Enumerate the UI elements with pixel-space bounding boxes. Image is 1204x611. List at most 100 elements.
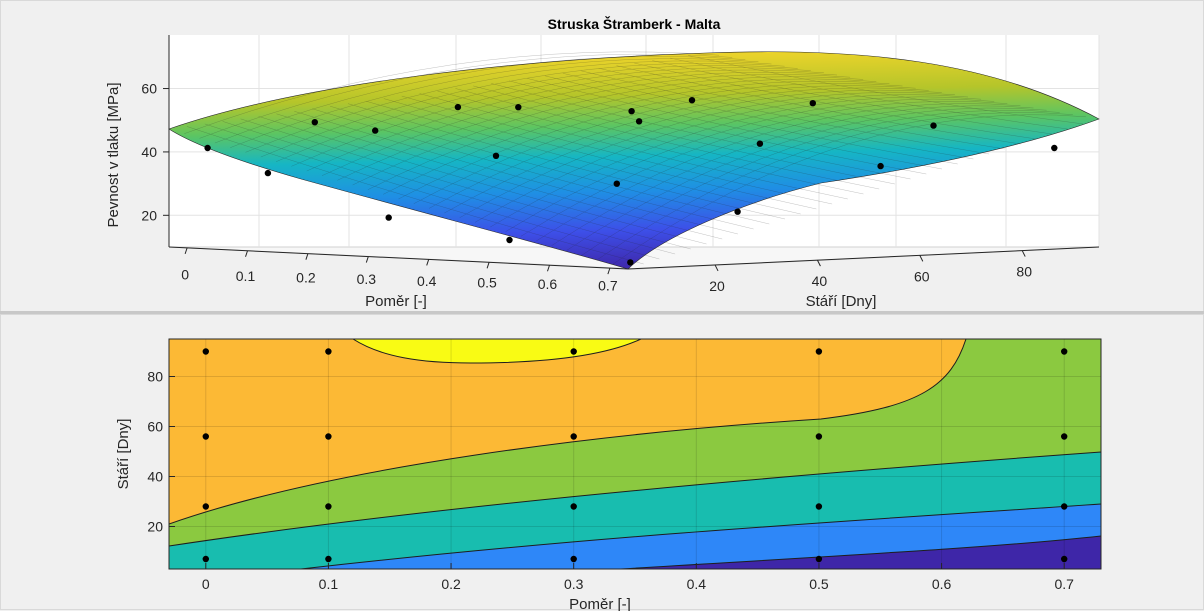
surface-x-axis [168, 246, 629, 270]
surface-y-axis [627, 246, 1100, 270]
surface-xtick-mark-4 [426, 259, 430, 266]
surface-data-point [635, 118, 643, 125]
contour-y-axis-label: Stáří [Dny] [115, 419, 132, 490]
contour-panel: 0 0.1 0.2 0.3 0.4 0.5 0.6 0.7 20 40 60 80 Poměr [-] S… [0, 314, 1204, 611]
surface-ytick-label: 20 [709, 278, 725, 294]
contour-xtick-label: 0.5 [809, 576, 829, 592]
surface-data-point [613, 180, 620, 187]
surface-xtick-label: 0.5 [477, 274, 497, 290]
surface-ztick-label: 60 [141, 81, 157, 97]
surface-data-point [688, 97, 696, 104]
contour-data-point [202, 348, 209, 355]
contour-data-point [202, 433, 209, 440]
surface-ztick-label: 40 [141, 144, 157, 160]
contour-plot: 0 0.1 0.2 0.3 0.4 0.5 0.6 0.7 20 40 60 80 Poměr [-] S… [115, 338, 1102, 611]
contour-data-point [815, 503, 823, 510]
surface-panel: 20 40 60 0 0.1 0.2 0.3 0.4 0.5 0.6 0.7 Poměr [-] 20 4… [0, 0, 1204, 312]
contour-data-point [325, 503, 332, 510]
contour-regions [169, 339, 1101, 569]
contour-xtick-label: 0.3 [564, 576, 584, 592]
surface-ytick-mark-2 [919, 255, 924, 262]
surface-x-axis-label: Poměr [-] [365, 293, 427, 310]
contour-xtick-label: 0 [202, 576, 210, 592]
surface-xtick-label: 0.3 [357, 271, 377, 287]
surface-data-point [756, 140, 764, 147]
contour-data-point [325, 555, 332, 563]
surface-plot: 20 40 60 0 0.1 0.2 0.3 0.4 0.5 0.6 0.7 Poměr [-] 20 4… [105, 15, 1100, 310]
contour-data-point [202, 555, 209, 563]
contour-data-point [570, 503, 577, 510]
surface-data-point [734, 208, 741, 215]
surface-xtick-label: 0.2 [296, 270, 316, 286]
contour-data-point [815, 433, 823, 440]
contour-xtick-label: 0.7 [1054, 576, 1074, 592]
contour-ytick-label: 20 [147, 519, 163, 535]
surface-xtick-mark-7 [607, 267, 611, 275]
surface-ytick-mark-1 [816, 259, 821, 267]
surface-data-point [204, 144, 211, 152]
surface-xtick-mark-6 [547, 265, 550, 272]
surface-xtick-mark-3 [365, 256, 369, 263]
contour-data-point [1061, 433, 1068, 440]
panel-divider [0, 311, 1204, 314]
contour-region-yellow [352, 339, 642, 364]
surface-y-axis-label: Stáří [Dny] [806, 293, 877, 310]
surface-title: Struska Štramberk - Malta [548, 15, 721, 32]
surface-ztick-label: 20 [141, 207, 157, 223]
surface-xtick-label: 0.4 [417, 273, 437, 289]
surface-mesh [168, 51, 1100, 270]
surface-xtick-mark-5 [486, 262, 490, 269]
surface-data-point [264, 169, 272, 177]
surface-ytick-label: 60 [914, 268, 930, 284]
surface-ytick-label: 80 [1016, 264, 1032, 280]
contour-data-point [570, 348, 577, 355]
surface-xtick-label: 0 [181, 266, 189, 282]
surface-xtick-label: 0.1 [236, 268, 256, 284]
contour-grid [169, 339, 1101, 569]
surface-data-point [627, 259, 634, 266]
contour-ytick-label: 40 [147, 469, 163, 485]
contour-data-point [202, 503, 209, 510]
contour-data-point [325, 433, 332, 440]
contour-x-axis-label: Poměr [-] [569, 596, 631, 611]
surface-data-point [311, 119, 318, 126]
surface-data-point [372, 127, 379, 134]
surface-data-point [506, 236, 513, 244]
surface-ytick-label: 40 [812, 273, 828, 289]
contour-data-point [1061, 555, 1068, 563]
surface-xtick-mark-1 [245, 250, 248, 257]
contour-data-point [570, 555, 577, 563]
contour-axes-box [168, 338, 1102, 570]
surface-data-point [492, 152, 500, 159]
surface-mesh-lines [184, 51, 1086, 265]
surface-data-point [385, 214, 392, 221]
surface-data-point [1051, 144, 1058, 152]
surface-data-point [515, 104, 522, 111]
surface-z-axis-label: Pevnost v tlaku [MPa] [105, 82, 122, 227]
surface-data-point [877, 162, 884, 170]
contour-region-dark [620, 535, 1101, 569]
contour-data-point [1061, 348, 1068, 355]
surface-ytick-mark-0 [714, 264, 719, 272]
surface-xtick-mark-2 [305, 253, 309, 260]
surface-data-point [930, 122, 937, 129]
surface-data-point [628, 108, 635, 115]
surface-xtick-mark-0 [184, 247, 188, 255]
contour-data-point [815, 555, 823, 563]
surface-xtick-label: 0.7 [598, 278, 618, 294]
contour-ytick-label: 60 [147, 419, 163, 435]
surface-data-point [809, 100, 816, 107]
surface-data-point [454, 103, 462, 111]
surface-ytick-mark-3 [1021, 250, 1026, 257]
contour-xtick-label: 0.1 [319, 576, 339, 592]
contour-data-point [1061, 503, 1068, 510]
contour-ytick-label: 80 [147, 369, 163, 385]
contour-xtick-label: 0.4 [687, 576, 707, 592]
contour-data-point [815, 348, 823, 355]
contour-data-point [325, 348, 332, 355]
contour-xtick-label: 0.2 [441, 576, 461, 592]
surface-xtick-label: 0.6 [538, 276, 558, 292]
contour-data-point [570, 433, 577, 440]
contour-xtick-label: 0.6 [932, 576, 952, 592]
